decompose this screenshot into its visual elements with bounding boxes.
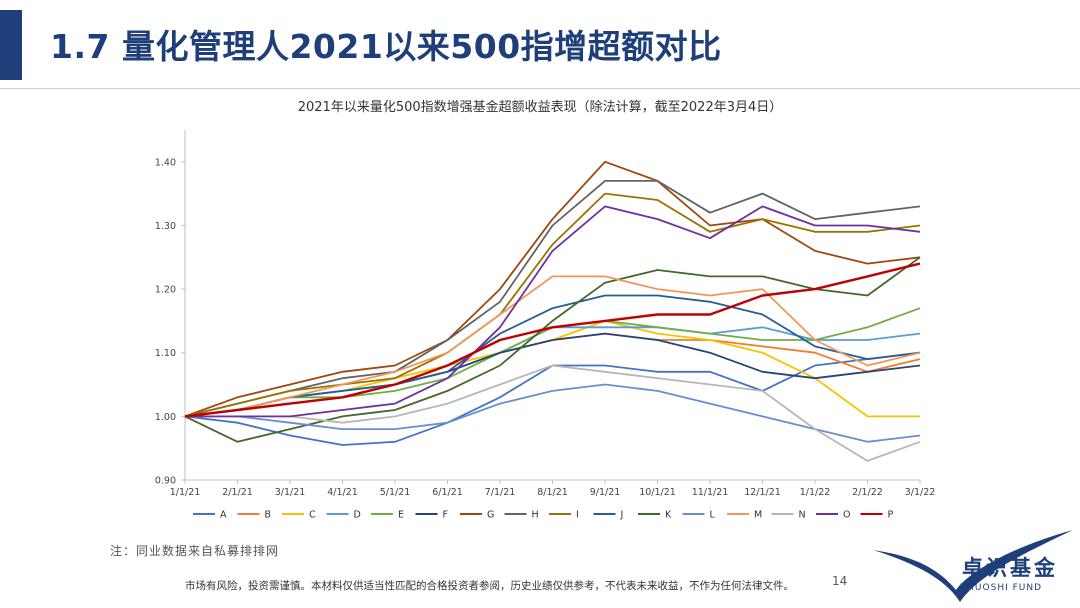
- legend-label-F: F: [443, 510, 448, 521]
- series-line-K: [184, 256, 921, 443]
- series-line-G: [184, 160, 921, 418]
- series-line-E: [184, 307, 921, 418]
- legend-label-O: O: [843, 510, 850, 521]
- legend-label-A: A: [220, 510, 227, 521]
- source-note: 注：同业数据来自私募排排网: [110, 544, 280, 558]
- legend-label-M: M: [754, 510, 762, 521]
- x-tick-label: 4/1/21: [327, 487, 358, 498]
- legend-label-L: L: [710, 510, 716, 521]
- x-tick-label: 10/1/21: [639, 487, 676, 498]
- logo-text-cn: 卓识基金: [962, 556, 1058, 580]
- y-tick-label: 0.90: [155, 476, 176, 487]
- title-divider: [0, 88, 1080, 89]
- y-tick-label: 1.30: [155, 221, 176, 232]
- legend-label-J: J: [620, 510, 624, 521]
- x-tick-label: 2/1/21: [222, 487, 253, 498]
- title-accent-bar: [0, 10, 22, 80]
- x-tick-label: 3/1/21: [275, 487, 306, 498]
- x-tick-label: 1/1/21: [170, 487, 201, 498]
- legend-label-P: P: [888, 510, 894, 521]
- legend-label-B: B: [265, 510, 272, 521]
- series-line-N: [185, 364, 921, 462]
- series-line-O: [185, 205, 921, 418]
- x-tick-label: 6/1/21: [432, 487, 463, 498]
- x-tick-label: 7/1/21: [485, 487, 516, 498]
- series-line-P: [184, 262, 921, 418]
- series-line-L: [185, 383, 921, 443]
- x-tick-label: 1/1/22: [800, 487, 831, 498]
- x-tick-label: 5/1/21: [380, 487, 411, 498]
- x-tick-label: 2/1/22: [852, 487, 883, 498]
- chart-title: 2021年以来量化500指数增强基金超额收益表现（除法计算，截至2022年3月4…: [297, 100, 783, 115]
- legend-label-E: E: [398, 510, 404, 521]
- legend-label-H: H: [532, 510, 539, 521]
- y-tick-label: 1.40: [155, 157, 176, 168]
- legend-label-K: K: [665, 510, 672, 521]
- legend-label-I: I: [576, 510, 579, 521]
- legend-label-G: G: [487, 510, 494, 521]
- page-number: 14: [832, 574, 848, 588]
- series-line-J: [184, 294, 921, 418]
- disclaimer: 市场有风险，投资需谨慎。本材料仅供适当性匹配的合格投资者参阅，历史业绩仅供参考，…: [185, 580, 794, 592]
- y-tick-label: 1.20: [155, 285, 176, 296]
- y-tick-label: 1.10: [155, 348, 176, 359]
- x-tick-label: 11/1/21: [692, 487, 729, 498]
- x-tick-label: 12/1/21: [744, 487, 781, 498]
- series-line-M: [184, 275, 921, 418]
- legend-label-N: N: [799, 510, 806, 521]
- logo-text-en: ZHUOSHI FUND: [960, 583, 1043, 593]
- series-line-H: [184, 179, 921, 418]
- x-tick-label: 9/1/21: [590, 487, 621, 498]
- company-logo-icon: [873, 530, 1073, 602]
- x-tick-label: 8/1/21: [537, 487, 568, 498]
- y-tick-label: 1.00: [155, 412, 176, 423]
- series-line-A: [184, 351, 921, 446]
- page-title: 1.7 量化管理人2021以来500指增超额对比: [50, 27, 722, 66]
- x-tick-label: 3/1/22: [905, 487, 936, 498]
- legend-label-C: C: [309, 510, 316, 521]
- series-line-I: [184, 192, 921, 418]
- legend-label-D: D: [354, 510, 361, 521]
